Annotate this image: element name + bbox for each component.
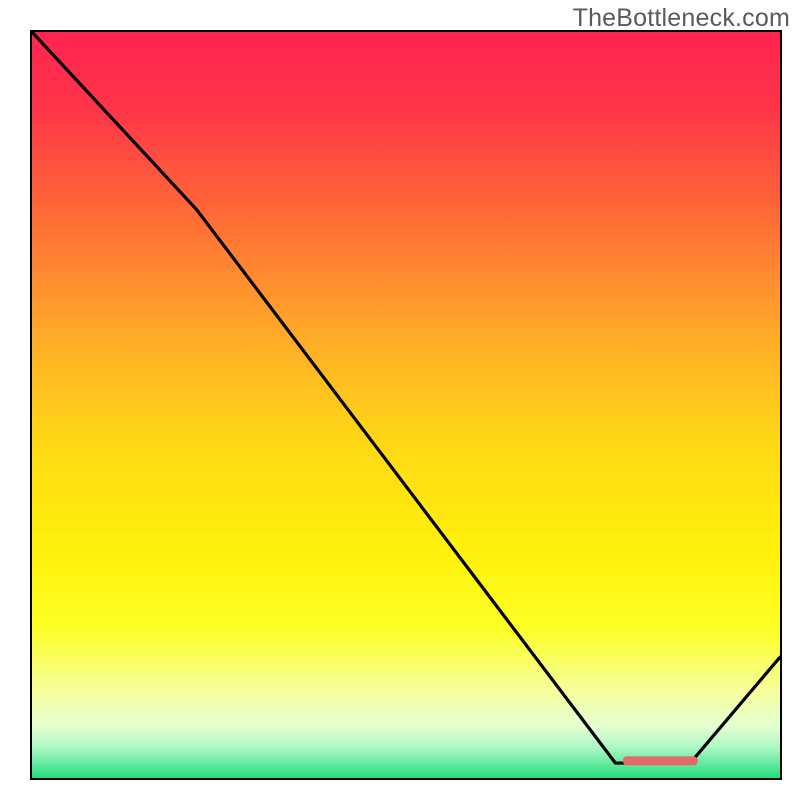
chart-frame	[30, 30, 782, 780]
chart-svg	[32, 32, 780, 778]
optimal-marker	[623, 756, 698, 765]
watermark-text: TheBottleneck.com	[573, 4, 790, 33]
gradient-rect	[32, 32, 780, 778]
